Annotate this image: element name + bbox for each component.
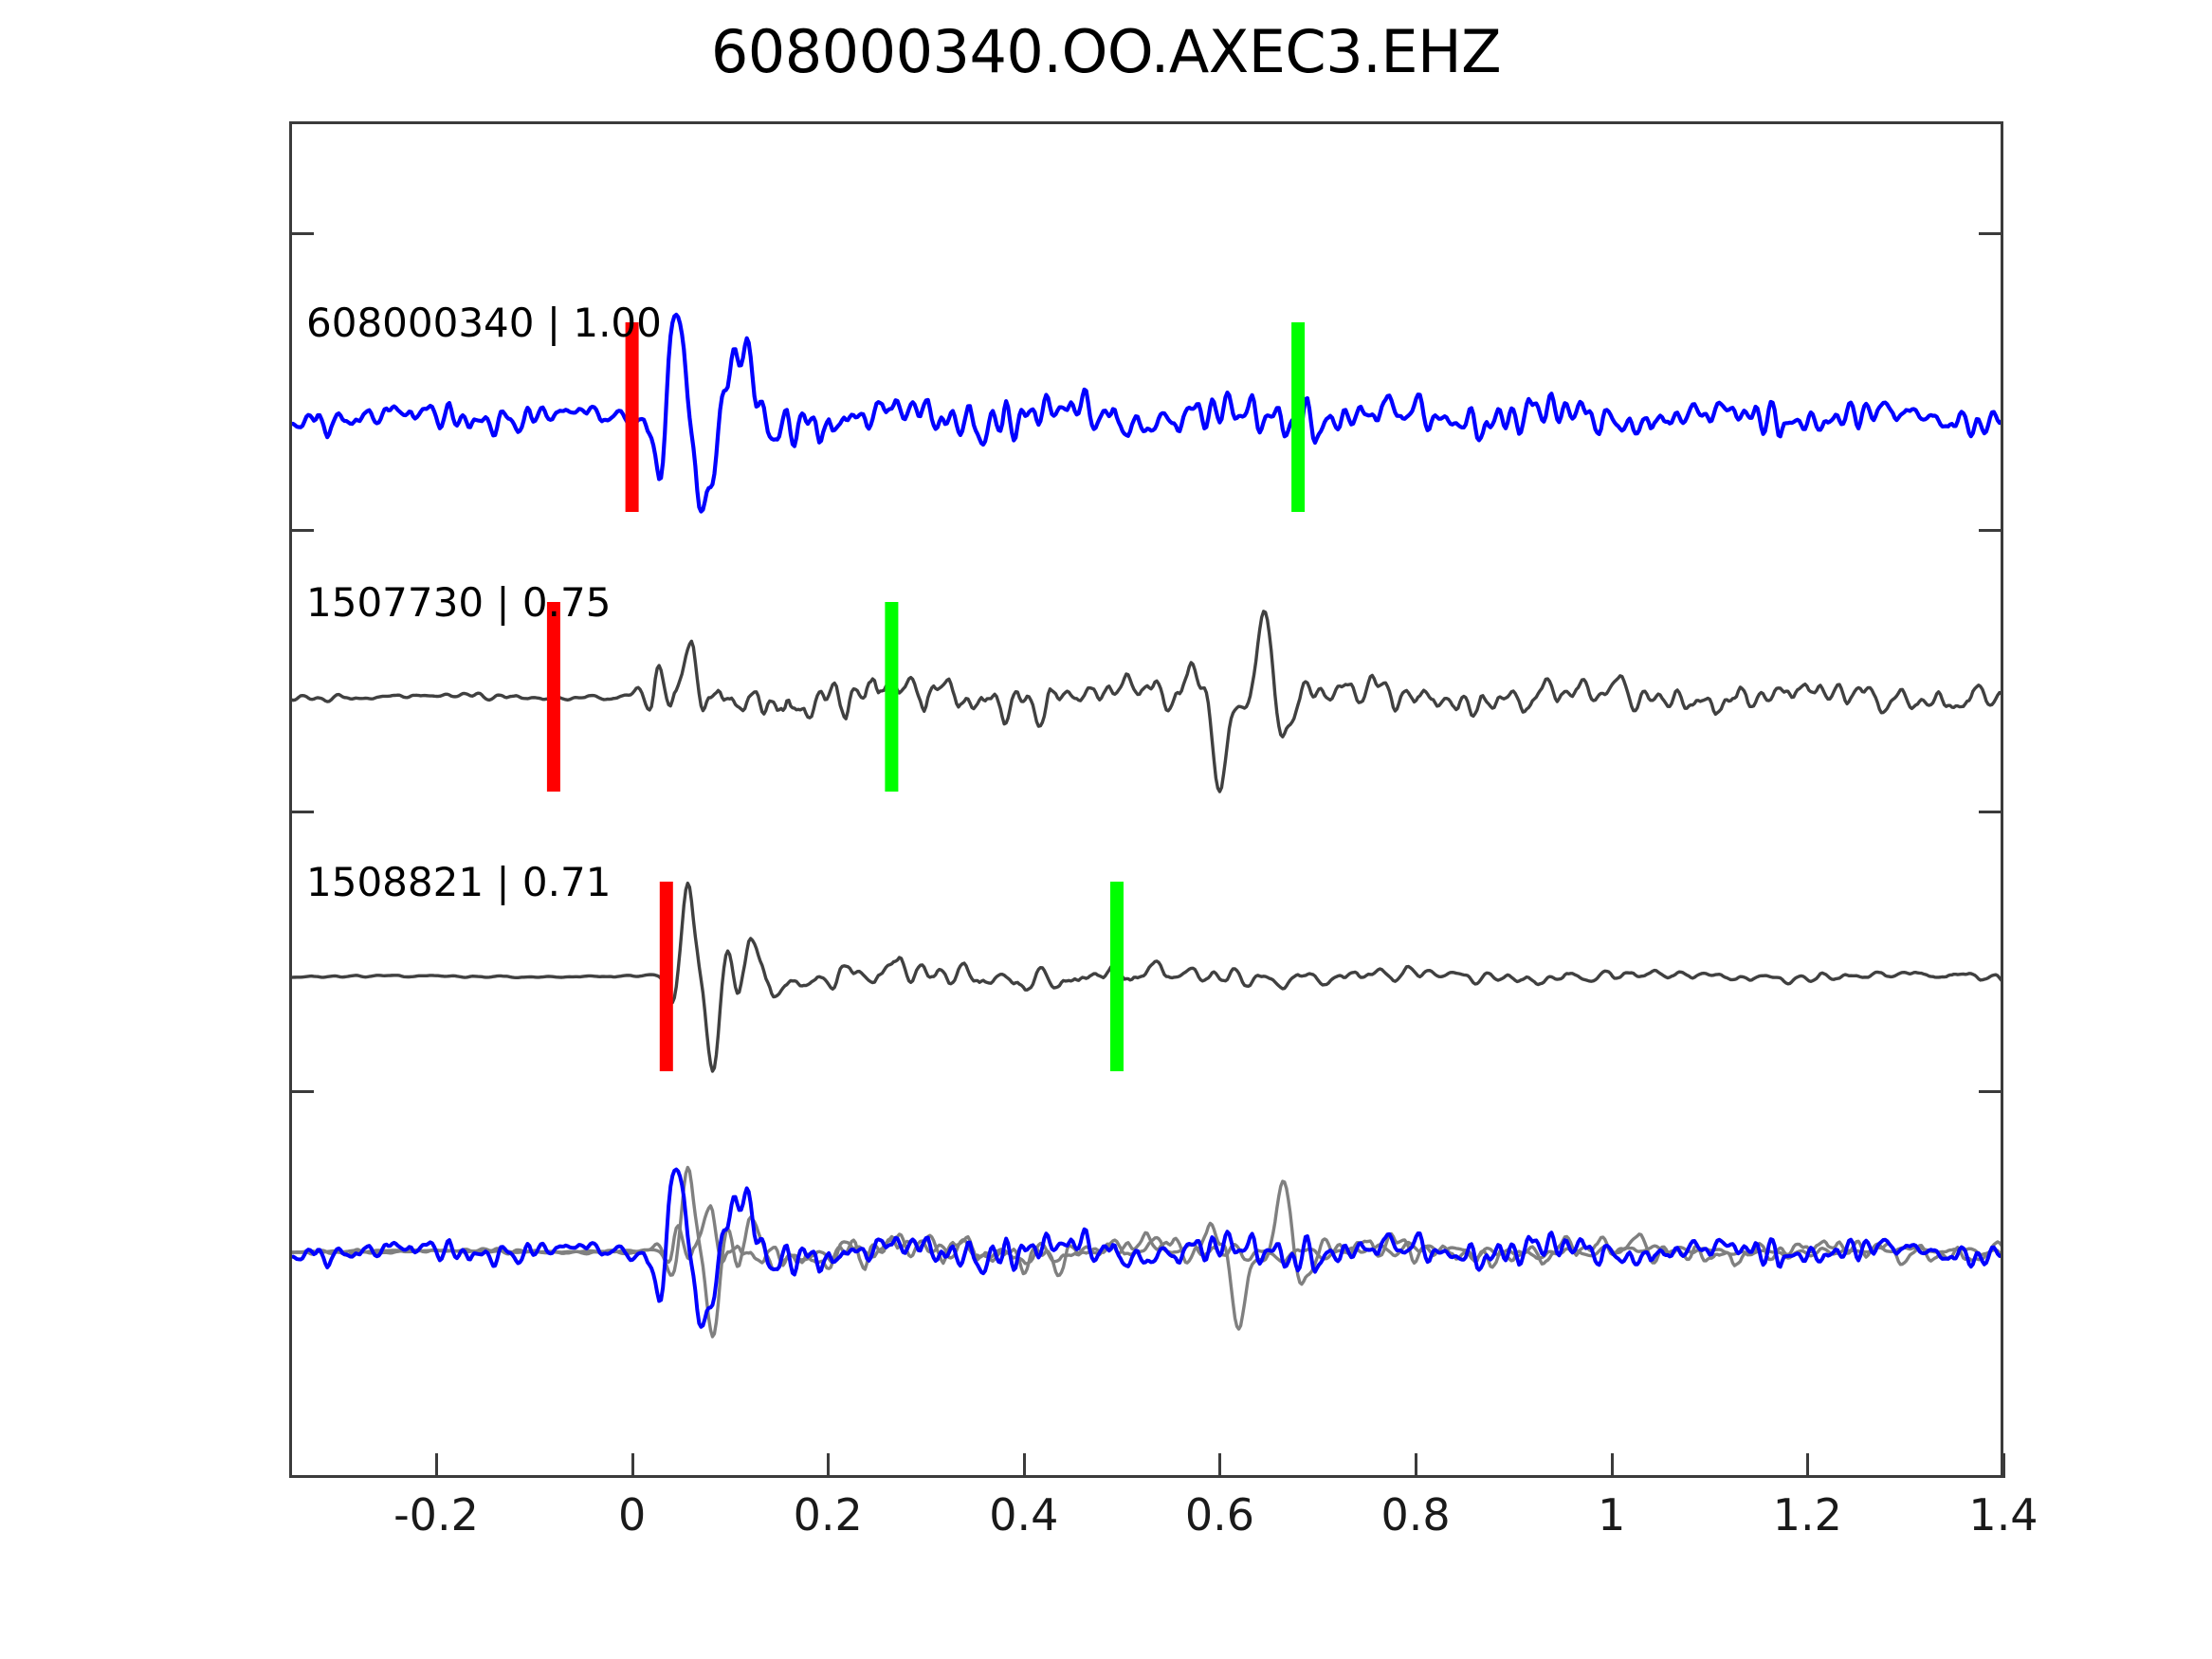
xtick-label-3: 0.4 — [989, 1489, 1059, 1540]
pick-start-marker-1 — [546, 602, 560, 792]
overlay-waveform-path-2 — [289, 1167, 2003, 1329]
waveform-path-0 — [289, 312, 2003, 514]
overlay-trace-group — [289, 1165, 2003, 1339]
trace-group-0 — [289, 312, 2003, 514]
ytick-left-3 — [289, 1090, 314, 1093]
xtick-label-7: 1.2 — [1772, 1489, 1842, 1540]
ytick-right-2 — [1979, 811, 2003, 813]
pick-start-marker-0 — [625, 322, 639, 512]
pick-end-marker-0 — [1291, 322, 1306, 512]
ytick-right-3 — [1979, 1090, 2003, 1093]
xtick-mark-6 — [1610, 1453, 1614, 1478]
ytick-right-0 — [1979, 232, 2003, 235]
x-axis: -0.2 0 0.2 0.4 0.6 0.8 1 1.2 1.4 — [289, 1453, 2038, 1611]
pick-start-marker-2 — [659, 882, 673, 1071]
page-title: 608000340.OO.AXEC3.EHZ — [710, 17, 1502, 86]
pick-end-marker-1 — [885, 602, 899, 792]
xtick-mark-4 — [1218, 1453, 1222, 1478]
trace-group-2 — [289, 881, 2003, 1073]
plot-axes: 608000340 | 1.00 1507730 | 0.75 1508821 … — [289, 121, 2003, 1478]
xtick-mark-2 — [827, 1453, 831, 1478]
ytick-left-1 — [289, 529, 314, 532]
xtick-mark-3 — [1022, 1453, 1026, 1478]
waveform-path-1 — [289, 610, 2003, 793]
xtick-label-2: 0.2 — [793, 1489, 863, 1540]
xtick-mark-8 — [2002, 1453, 2005, 1478]
ytick-right-1 — [1979, 529, 2003, 532]
xtick-label-4: 0.6 — [1184, 1489, 1255, 1540]
waveform-canvas — [289, 312, 2003, 1339]
xtick-mark-7 — [1806, 1453, 1810, 1478]
xtick-label-1: 0 — [617, 1489, 647, 1540]
xtick-label-5: 0.8 — [1380, 1489, 1451, 1540]
overlay-waveform-path-1 — [289, 1165, 2003, 1339]
xtick-mark-1 — [631, 1453, 634, 1478]
xtick-label-0: -0.2 — [393, 1489, 479, 1540]
ytick-left-2 — [289, 811, 314, 813]
xtick-mark-5 — [1415, 1453, 1418, 1478]
trace-group-1 — [289, 602, 2003, 793]
xtick-mark-0 — [434, 1453, 438, 1478]
pick-end-marker-2 — [1110, 882, 1124, 1071]
ytick-left-0 — [289, 232, 314, 235]
overlay-waveform-path-0 — [289, 1179, 2003, 1331]
waveform-path-2 — [289, 881, 2003, 1073]
trace-label-0: 608000340 | 1.00 — [306, 300, 662, 346]
xtick-label-6: 1 — [1598, 1489, 1626, 1540]
xtick-label-8: 1.4 — [1968, 1489, 2038, 1540]
trace-label-2: 1508821 | 0.71 — [306, 859, 612, 905]
trace-label-1: 1507730 | 0.75 — [306, 579, 612, 626]
